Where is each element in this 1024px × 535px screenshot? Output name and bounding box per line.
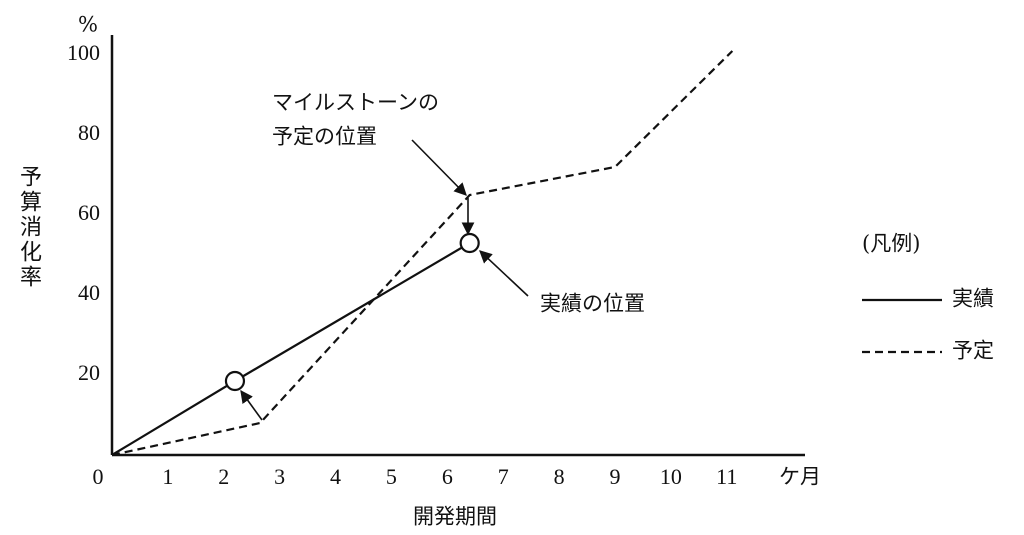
x-tick-label: 4 [330,464,341,489]
point-marker [224,370,246,392]
series-line [111,50,734,457]
legend-label: 予定 [952,339,994,363]
x-tick-label: 7 [498,464,509,489]
x-tick-label: 10 [660,464,682,489]
y-tick-label: 60 [78,200,100,225]
x-tick-label: 1 [162,464,173,489]
arrow [240,389,263,421]
y-tick-label: 100 [67,40,100,65]
y-tick-label: 20 [78,360,100,385]
x-tick-label: 0 [93,464,104,489]
annotation: マイルストーンの [272,91,439,115]
annotation: 予定の位置 [272,125,377,149]
y-tick-label: 40 [78,280,100,305]
arrow [411,139,467,196]
arrow [479,250,529,297]
x-axis-label: 開発期間 [413,505,497,529]
x-tick-label: 6 [442,464,453,489]
point-marker [459,232,480,254]
y-unit: % [78,13,98,37]
x-tick-label: 5 [386,464,397,489]
annotation: 実績の位置 [540,292,645,316]
x-tick-label: 3 [274,464,285,489]
x-tick-label: 9 [609,464,620,489]
y-axis-label: 予算消化率 [16,165,42,290]
x-tick-label: 11 [716,464,737,489]
y-tick-label: 80 [78,120,100,145]
x-tick-label: 8 [554,464,565,489]
legend-title: (凡例) [862,232,920,256]
x-unit: ケ月 [779,465,821,489]
series-line [111,242,471,456]
legend-label: 実績 [952,287,994,311]
x-tick-label: 2 [218,464,229,489]
